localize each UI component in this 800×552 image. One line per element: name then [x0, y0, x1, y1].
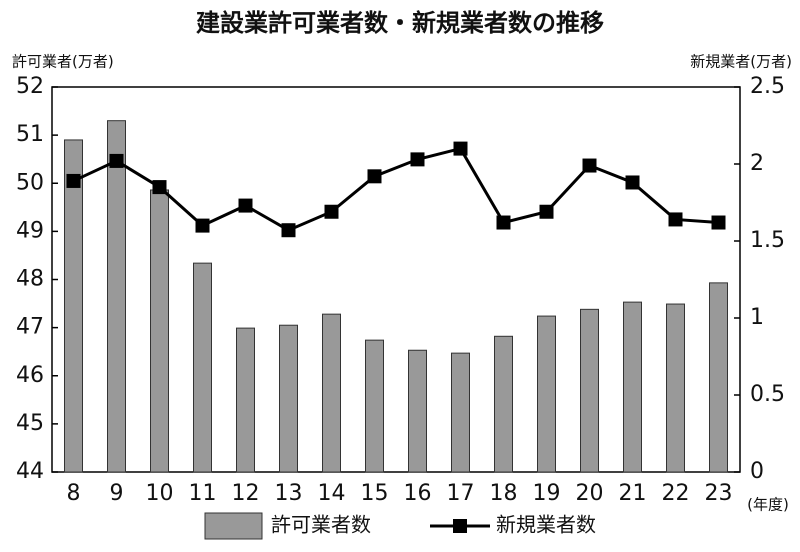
- y2-tick-label: 2.5: [750, 74, 785, 99]
- line-marker: [281, 223, 296, 238]
- line-marker: [625, 175, 640, 190]
- bar: [279, 324, 298, 473]
- bar: [107, 120, 126, 473]
- line-marker: [66, 173, 81, 188]
- y2-tick-label: 0: [750, 459, 764, 484]
- line-marker: [410, 152, 425, 167]
- x-tick-label: 17: [447, 481, 475, 506]
- chart-title: 建設業許可業者数・新規業者数の推移: [196, 9, 604, 37]
- legend-swatch: [204, 512, 263, 540]
- line-marker: [668, 212, 683, 227]
- bar: [451, 352, 470, 473]
- line-marker: [539, 204, 554, 219]
- x-tick-label: 23: [705, 481, 733, 506]
- y2-tick-label: 1: [750, 305, 764, 330]
- legend-swatch-marker: [453, 519, 467, 533]
- line-marker: [711, 215, 726, 230]
- x-tick-label: 13: [275, 481, 303, 506]
- bar: [580, 308, 599, 473]
- y-tick-label: 48: [16, 267, 44, 292]
- y-tick-label: 46: [16, 363, 44, 388]
- bar: [322, 313, 341, 473]
- legend-label: 新規業者数: [496, 513, 596, 537]
- y-tick-label: 49: [16, 218, 44, 243]
- y-tick-label: 51: [16, 122, 44, 147]
- bar: [666, 303, 685, 473]
- bar: [365, 339, 384, 473]
- bar: [494, 335, 513, 473]
- x-tick-label: 22: [662, 481, 690, 506]
- y2-tick-label: 1.5: [750, 228, 785, 253]
- bar: [623, 301, 642, 473]
- bar: [64, 139, 83, 473]
- x-tick-label: 16: [404, 481, 432, 506]
- bar: [537, 315, 556, 473]
- y-tick-label: 44: [16, 459, 44, 484]
- x-tick-label: 14: [318, 481, 346, 506]
- line-marker: [453, 141, 468, 156]
- x-tick-label: 10: [146, 481, 174, 506]
- line-marker: [109, 153, 124, 168]
- x-tick-label: 19: [533, 481, 561, 506]
- y-tick-label: 50: [16, 170, 44, 195]
- y-tick-label: 47: [16, 315, 44, 340]
- x-tick-label: 8: [67, 481, 81, 506]
- x-tick-label: 12: [232, 481, 260, 506]
- y2-axis-label: 新規業者(万者): [690, 53, 792, 71]
- line-marker: [367, 169, 382, 184]
- x-tick-label: 18: [490, 481, 518, 506]
- bar: [193, 262, 212, 473]
- bar: [709, 282, 728, 473]
- line-marker: [152, 180, 167, 195]
- plot-frame: [51, 86, 741, 473]
- legend-label: 許可業者数: [271, 513, 371, 537]
- bar: [408, 349, 427, 473]
- x-tick-label: 9: [110, 481, 124, 506]
- y2-tick-label: 0.5: [750, 382, 785, 407]
- x-tick-label: 20: [576, 481, 604, 506]
- line-marker: [195, 218, 210, 233]
- line-marker: [496, 215, 511, 230]
- x-axis-label: (年度): [747, 496, 789, 514]
- y-tick-label: 45: [16, 411, 44, 436]
- bar: [150, 189, 169, 473]
- y2-tick-label: 2: [750, 151, 764, 176]
- line-marker: [582, 158, 597, 173]
- y-axis-label: 許可業者(万者): [12, 53, 114, 71]
- x-tick-label: 15: [361, 481, 389, 506]
- line-marker: [324, 204, 339, 219]
- x-tick-label: 21: [619, 481, 647, 506]
- line-marker: [238, 198, 253, 213]
- bar: [236, 327, 255, 473]
- x-tick-label: 11: [189, 481, 217, 506]
- y-tick-label: 52: [16, 74, 44, 99]
- line: [72, 146, 719, 232]
